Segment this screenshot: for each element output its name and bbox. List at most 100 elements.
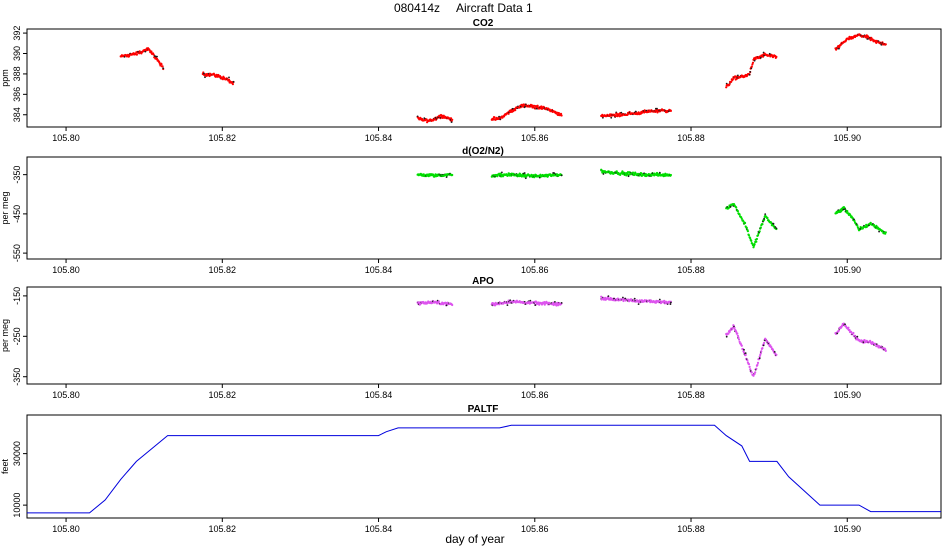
data-point [620, 111, 623, 114]
data-point [837, 329, 841, 332]
data-segment [725, 51, 778, 89]
data-point [231, 83, 234, 86]
data-point [759, 352, 762, 355]
y-axis-label: per meg [0, 191, 10, 224]
data-segment [834, 33, 887, 51]
data-point [445, 176, 448, 179]
data-point [670, 301, 672, 304]
data-point [748, 73, 751, 76]
data-point [756, 361, 760, 364]
y-tick-label: -350 [12, 166, 22, 184]
data-point [506, 304, 509, 306]
data-point [669, 303, 672, 305]
y-tick-label: 392 [12, 26, 22, 41]
data-point [422, 173, 425, 176]
data-point [730, 80, 733, 83]
data-point [156, 55, 158, 58]
data-point [626, 171, 630, 174]
panels: CO2 105.80 105.82 105.84 105.86 105.88 105.90 3… [0, 18, 942, 534]
data-point [754, 371, 757, 374]
x-tick-label: 105.86 [521, 133, 549, 143]
data-point [750, 371, 753, 374]
data-point [884, 43, 887, 46]
data-point [232, 80, 235, 83]
data-point [511, 107, 514, 110]
plot-frame [26, 414, 942, 519]
data-segment [725, 324, 778, 377]
data-point [750, 67, 753, 70]
plot-frame [26, 28, 942, 128]
data-point [736, 334, 740, 337]
data-point [624, 297, 627, 300]
x-tick-label: 105.82 [209, 265, 237, 275]
panel-title: PALTF [468, 404, 499, 415]
data-point [775, 227, 778, 230]
data-point [158, 61, 161, 64]
panel-title: d(O2/N2) [462, 146, 504, 157]
y-axis-label: ppm [0, 69, 10, 87]
data-point [747, 363, 751, 366]
x-tick-label: 105.88 [677, 265, 705, 275]
data-point [847, 326, 850, 329]
data-point [753, 243, 756, 246]
data-point [772, 223, 775, 225]
data-point [450, 121, 453, 123]
x-tick-label: 105.80 [52, 524, 80, 534]
data-point [451, 173, 454, 177]
data-point [866, 38, 869, 40]
data-point [878, 230, 880, 233]
panel-2: APO 105.80 105.82 105.84 105.86 105.88 105.90 -… [0, 276, 942, 400]
data-point [615, 170, 618, 173]
data-point [773, 351, 776, 353]
data-point [884, 349, 887, 352]
data-point [753, 59, 756, 62]
data-point [444, 301, 447, 304]
data-point [204, 76, 206, 79]
x-tick-label: 105.90 [833, 133, 861, 143]
data-point [848, 328, 851, 332]
data-point [756, 363, 759, 366]
data-segment [600, 168, 673, 178]
x-tick-label: 105.80 [52, 133, 80, 143]
data-point [123, 56, 126, 58]
data-point [758, 355, 761, 358]
data-point [613, 297, 615, 300]
data-point [774, 226, 777, 228]
data-point [669, 173, 673, 177]
data-point [150, 50, 153, 53]
data-point [856, 335, 859, 338]
data-segment [416, 299, 454, 307]
data-point [534, 304, 537, 306]
x-tick-label: 105.90 [833, 390, 861, 400]
data-point [498, 115, 500, 118]
data-point [533, 104, 536, 107]
y-tick-label: -150 [12, 287, 22, 305]
data-point [437, 300, 440, 303]
figure-title: 080414z [394, 1, 440, 15]
y-axis-label: per meg [0, 319, 10, 352]
data-point [759, 226, 762, 229]
data-point [663, 299, 666, 302]
data-point [451, 118, 454, 121]
y-tick-label: -350 [12, 368, 22, 386]
data-segment [834, 206, 887, 235]
data-point [610, 116, 613, 119]
data-segment [834, 322, 887, 352]
data-point [747, 234, 751, 237]
y-tick-label: 386 [12, 87, 22, 102]
panel-1: d(O2/N2) 105.80 105.82 105.84 105.86 105.88 10… [0, 146, 942, 275]
y-tick-label: 384 [12, 107, 22, 122]
data-point [746, 359, 749, 362]
data-point [560, 174, 563, 177]
data-point [758, 230, 761, 233]
data-point [846, 210, 849, 213]
data-point [760, 350, 763, 353]
data-point [669, 109, 673, 112]
data-point [751, 61, 755, 64]
data-point [658, 171, 661, 174]
data-point [499, 118, 502, 121]
data-point [749, 237, 752, 240]
data-point [738, 213, 741, 216]
data-point [838, 45, 841, 49]
